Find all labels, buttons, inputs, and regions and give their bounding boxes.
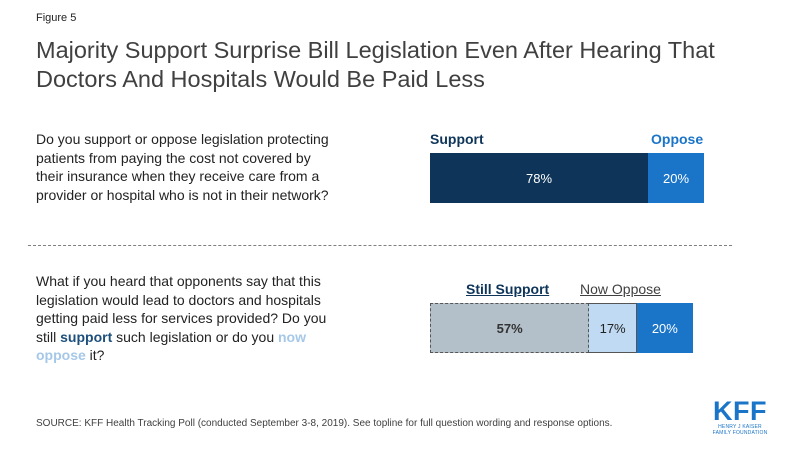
- data-label-support: 78%: [526, 170, 553, 186]
- bar-segment-oppose-total: 20%: [636, 303, 693, 353]
- bar-segment-support: 78%: [430, 153, 649, 203]
- data-label-oppose: 20%: [663, 170, 690, 186]
- chart-1-bar: 78% 20%: [430, 153, 704, 203]
- legend-still-support: Still Support: [466, 281, 550, 297]
- logo-subtitle-1: HENRY J KAISER: [718, 424, 762, 430]
- keyword-now-oppose: now oppose: [36, 328, 306, 364]
- data-label-still-support: 57%: [496, 320, 523, 336]
- chart-2-bar: 57% 17% 20%: [430, 303, 704, 353]
- question-2-part-1: What if you heard that opponents say tha…: [36, 273, 327, 345]
- legend-oppose: Oppose: [651, 131, 704, 147]
- logo-text: KFF: [713, 396, 767, 426]
- bar-segment-oppose: 20%: [648, 153, 704, 203]
- data-label-now-oppose: 17%: [599, 320, 626, 336]
- question-2-part-3: it?: [85, 347, 105, 363]
- bar-segment-now-oppose: 17%: [589, 303, 637, 353]
- question-1: Do you support or oppose legislation pro…: [36, 131, 329, 203]
- legend-support: Support: [430, 131, 484, 147]
- source-note: SOURCE: KFF Health Tracking Poll (conduc…: [36, 418, 613, 429]
- figure-label: Figure 5: [36, 12, 77, 24]
- bar-segment-still-support: 57%: [430, 303, 590, 353]
- page-title: Majority Support Surprise Bill Legislati…: [36, 37, 715, 92]
- question-2-part-2: such legislation or do you: [112, 328, 278, 345]
- question-2: What if you heard that opponents say tha…: [36, 272, 336, 365]
- keyword-support: support: [60, 328, 113, 345]
- legend-now-oppose: Now Oppose: [580, 281, 661, 297]
- data-label-oppose-total: 20%: [651, 320, 678, 336]
- logo-subtitle-2: FAMILY FOUNDATION: [712, 430, 768, 436]
- kff-logo: KFF HENRY J KAISER FAMILY FOUNDATION: [705, 396, 775, 437]
- section-divider: [28, 245, 732, 246]
